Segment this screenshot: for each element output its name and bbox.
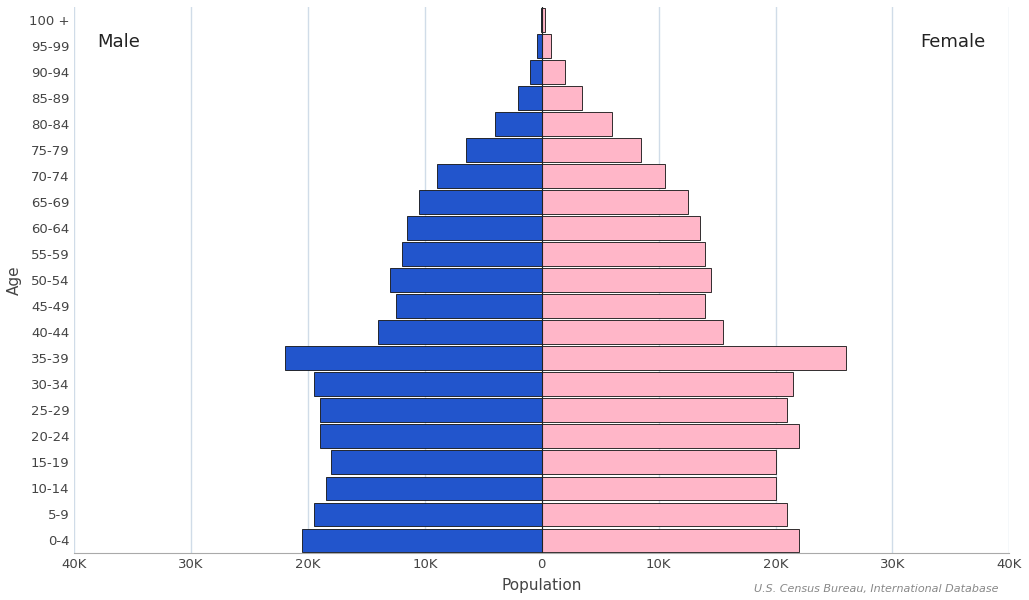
Bar — [530, 60, 542, 83]
Bar — [542, 373, 793, 396]
Text: Male: Male — [98, 33, 141, 51]
Bar — [542, 503, 787, 526]
Bar — [542, 295, 706, 318]
Bar — [540, 8, 542, 32]
Bar — [542, 217, 700, 240]
Bar — [320, 424, 542, 448]
Bar — [320, 398, 542, 422]
Bar — [542, 34, 552, 58]
Bar — [396, 295, 542, 318]
Bar — [314, 373, 542, 396]
Bar — [542, 476, 776, 500]
Bar — [542, 86, 581, 110]
Bar — [537, 34, 542, 58]
Text: U.S. Census Bureau, International Database: U.S. Census Bureau, International Databa… — [753, 584, 998, 594]
Y-axis label: Age: Age — [7, 265, 22, 295]
Text: Female: Female — [921, 33, 986, 51]
Bar — [542, 164, 665, 188]
Bar — [542, 60, 565, 83]
Bar — [542, 320, 723, 344]
Bar — [314, 503, 542, 526]
Bar — [542, 268, 711, 292]
Bar — [331, 451, 542, 474]
Bar — [542, 242, 706, 266]
Bar — [542, 398, 787, 422]
Bar — [542, 529, 799, 552]
Bar — [542, 139, 641, 162]
Bar — [542, 8, 544, 32]
Bar — [542, 451, 776, 474]
X-axis label: Population: Population — [501, 578, 582, 593]
Bar — [285, 346, 542, 370]
Bar — [390, 268, 542, 292]
Bar — [542, 112, 612, 136]
Bar — [436, 164, 542, 188]
Bar — [407, 217, 542, 240]
Bar — [401, 242, 542, 266]
Bar — [542, 424, 799, 448]
Bar — [303, 529, 542, 552]
Bar — [325, 476, 542, 500]
Bar — [542, 190, 688, 214]
Bar — [542, 346, 846, 370]
Bar — [519, 86, 542, 110]
Bar — [466, 139, 542, 162]
Bar — [379, 320, 542, 344]
Bar — [419, 190, 542, 214]
Bar — [495, 112, 542, 136]
